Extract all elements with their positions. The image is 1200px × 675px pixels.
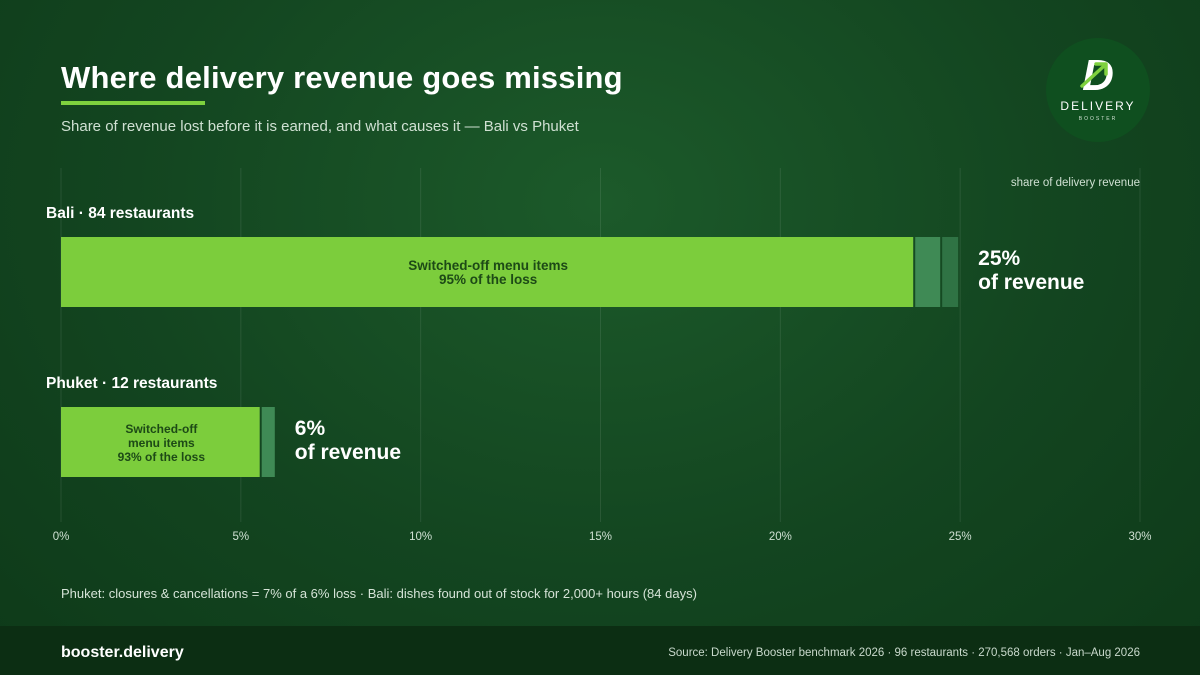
bar-total-text: of revenue bbox=[295, 441, 401, 464]
logo-letter: D bbox=[1082, 51, 1114, 100]
chart-caption: Phuket: closures & cancellations = 7% of… bbox=[61, 586, 697, 601]
footer-bar: booster.delivery Source: Delivery Booste… bbox=[0, 626, 1200, 675]
bar-segment bbox=[942, 237, 959, 307]
bar-segment bbox=[61, 407, 260, 477]
x-tick-label: 10% bbox=[409, 531, 432, 543]
bar-category-label: Phuket · 12 restaurants bbox=[46, 375, 217, 392]
title-underline bbox=[61, 101, 205, 105]
segment-label: 95% of the loss bbox=[439, 272, 537, 287]
bar-total-percent: 6% bbox=[295, 417, 326, 440]
footer-brand: booster.delivery bbox=[61, 644, 184, 661]
segment-label: Switched-off menu items bbox=[408, 258, 568, 273]
bar-total-text: of revenue bbox=[978, 271, 1084, 294]
x-tick-label: 30% bbox=[1128, 531, 1151, 543]
x-tick-label: 0% bbox=[53, 531, 70, 543]
x-tick-label: 20% bbox=[769, 531, 792, 543]
chart-title: Where delivery revenue goes missing bbox=[61, 60, 623, 95]
bar-category-label: Bali · 84 restaurants bbox=[46, 205, 194, 222]
delivery-booster-logo: D DELIVERY BOOSTER bbox=[1046, 38, 1150, 142]
bar-total-percent: 25% bbox=[978, 247, 1020, 270]
bar-segment bbox=[261, 407, 275, 477]
segment-label: 93% of the loss bbox=[118, 450, 206, 464]
footer-source: Source: Delivery Booster benchmark 2026 … bbox=[668, 647, 1140, 659]
axis-label: share of delivery revenue bbox=[1011, 177, 1140, 189]
revenue-loss-chart: 0% 5% 10% 15% 20% 25% 30% share of delivery rev… bbox=[46, 177, 1152, 543]
x-tick-label: 5% bbox=[233, 531, 250, 543]
bar-segment bbox=[61, 237, 914, 307]
x-tick-label: 25% bbox=[949, 531, 972, 543]
segment-label: Switched-off bbox=[125, 422, 198, 436]
segment-label: menu items bbox=[128, 436, 195, 450]
logo-wordmark: DELIVERY bbox=[1060, 99, 1136, 113]
logo-mark-icon: D bbox=[1080, 51, 1114, 100]
x-tick-label: 15% bbox=[589, 531, 612, 543]
logo-subword: BOOSTER bbox=[1078, 116, 1118, 122]
bar-segment bbox=[915, 237, 941, 307]
chart-subtitle: Share of revenue lost before it is earne… bbox=[61, 118, 579, 135]
